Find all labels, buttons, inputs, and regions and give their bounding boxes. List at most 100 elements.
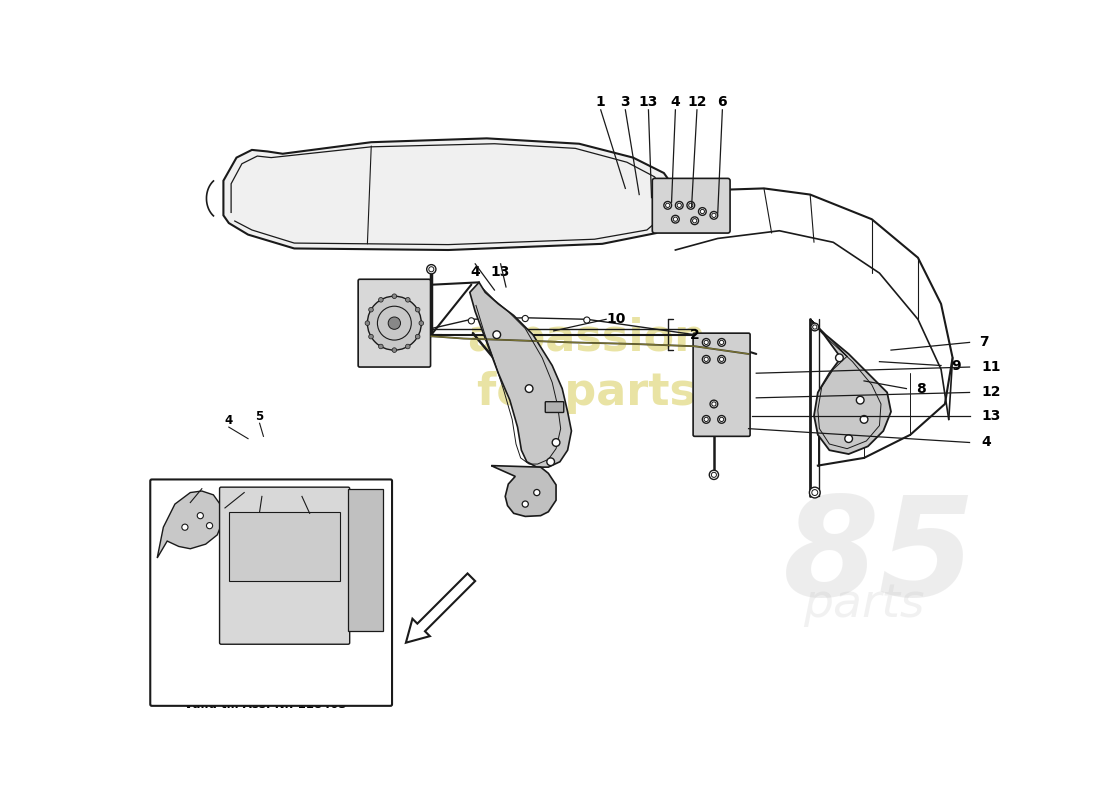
Circle shape: [252, 493, 260, 500]
Circle shape: [522, 315, 528, 322]
Circle shape: [534, 490, 540, 496]
FancyArrow shape: [406, 574, 475, 642]
Circle shape: [526, 385, 534, 393]
Text: 7: 7: [980, 335, 989, 350]
Circle shape: [717, 415, 726, 423]
Text: 12: 12: [981, 386, 1001, 399]
Text: 6: 6: [306, 500, 313, 513]
Text: 3: 3: [186, 489, 195, 502]
Text: 8: 8: [916, 382, 926, 395]
Circle shape: [236, 493, 244, 500]
FancyBboxPatch shape: [546, 402, 563, 413]
Circle shape: [717, 338, 726, 346]
Text: Valid till Ass. Nr. 118403: Valid till Ass. Nr. 118403: [184, 692, 346, 705]
Circle shape: [584, 317, 590, 323]
Circle shape: [267, 508, 275, 516]
Circle shape: [368, 334, 373, 339]
Circle shape: [419, 321, 424, 326]
Text: 3: 3: [620, 95, 630, 109]
Text: 10: 10: [606, 312, 626, 326]
Circle shape: [361, 500, 368, 508]
Circle shape: [663, 202, 671, 209]
Circle shape: [267, 616, 275, 623]
FancyBboxPatch shape: [652, 178, 730, 233]
Circle shape: [836, 354, 844, 362]
Circle shape: [675, 202, 683, 209]
Circle shape: [207, 522, 212, 529]
Circle shape: [367, 296, 421, 350]
Circle shape: [236, 593, 244, 600]
Circle shape: [711, 211, 717, 219]
Text: a passion
for parts: a passion for parts: [468, 318, 706, 414]
Circle shape: [703, 355, 711, 363]
Circle shape: [267, 593, 275, 600]
Circle shape: [392, 294, 397, 298]
Circle shape: [392, 348, 397, 353]
Circle shape: [252, 516, 260, 523]
Text: 85: 85: [783, 490, 976, 626]
Text: 13: 13: [981, 409, 1001, 422]
Text: 4: 4: [671, 95, 680, 109]
Circle shape: [361, 608, 368, 616]
Text: Vale fino all'Ass. Nr. 118403: Vale fino all'Ass. Nr. 118403: [172, 689, 358, 702]
Circle shape: [378, 344, 383, 349]
Circle shape: [368, 307, 373, 312]
Circle shape: [811, 323, 818, 331]
Text: 5: 5: [255, 410, 264, 423]
Circle shape: [686, 202, 695, 209]
Circle shape: [698, 208, 706, 215]
Circle shape: [361, 519, 368, 527]
Circle shape: [856, 396, 865, 404]
Circle shape: [547, 458, 554, 466]
FancyBboxPatch shape: [359, 279, 430, 367]
Circle shape: [365, 321, 370, 326]
Text: 4: 4: [221, 494, 229, 507]
Text: Vale fino all'Ass. Nr. 118403: Vale fino all'Ass. Nr. 118403: [172, 681, 358, 694]
Text: 11: 11: [981, 360, 1001, 374]
Circle shape: [378, 298, 383, 302]
Circle shape: [703, 415, 711, 423]
Text: 6: 6: [717, 95, 727, 109]
Circle shape: [416, 307, 420, 312]
Bar: [229, 512, 341, 581]
Polygon shape: [492, 466, 556, 517]
Bar: [348, 489, 383, 631]
FancyBboxPatch shape: [151, 479, 392, 706]
Circle shape: [236, 508, 244, 516]
Circle shape: [493, 331, 500, 338]
Circle shape: [267, 493, 275, 500]
Text: 13: 13: [491, 265, 510, 278]
Circle shape: [711, 400, 717, 408]
Circle shape: [182, 524, 188, 530]
Text: 1: 1: [596, 95, 606, 109]
Text: 5: 5: [255, 498, 264, 511]
Circle shape: [717, 355, 726, 363]
Circle shape: [552, 438, 560, 446]
Circle shape: [469, 318, 474, 324]
Circle shape: [671, 215, 680, 223]
Text: 2: 2: [690, 328, 700, 342]
Text: 4: 4: [981, 435, 991, 450]
Circle shape: [388, 317, 400, 330]
Text: 4: 4: [471, 265, 480, 278]
Circle shape: [236, 616, 244, 623]
Circle shape: [691, 217, 698, 225]
Circle shape: [522, 501, 528, 507]
Circle shape: [427, 265, 436, 274]
Text: Valid till Ass. Nr. 118403: Valid till Ass. Nr. 118403: [184, 698, 346, 711]
Polygon shape: [157, 491, 223, 558]
Text: parts: parts: [803, 582, 925, 626]
Circle shape: [406, 344, 410, 349]
FancyBboxPatch shape: [693, 333, 750, 436]
Circle shape: [197, 513, 204, 518]
Circle shape: [710, 470, 718, 479]
Text: 9: 9: [952, 358, 960, 373]
Circle shape: [416, 334, 420, 339]
FancyBboxPatch shape: [220, 487, 350, 644]
Text: 4: 4: [224, 414, 233, 426]
Circle shape: [860, 415, 868, 423]
Polygon shape: [470, 282, 572, 467]
Circle shape: [406, 298, 410, 302]
Circle shape: [703, 338, 711, 346]
Text: 13: 13: [639, 95, 658, 109]
